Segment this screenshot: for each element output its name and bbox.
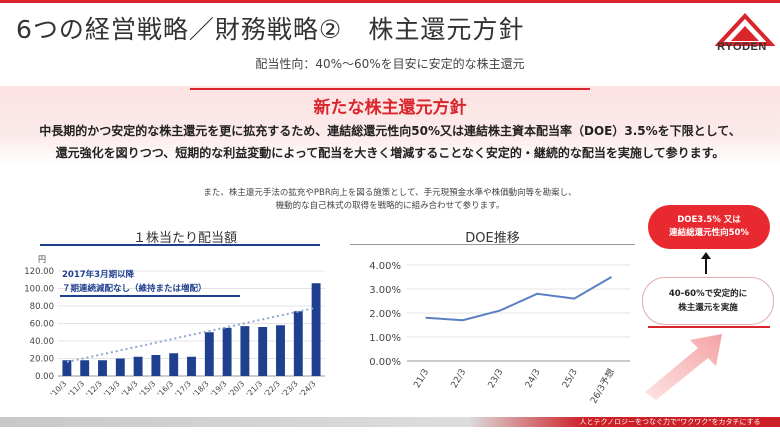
target-badge: DOE3.5% 又は 連結総還元性向50%: [648, 205, 770, 249]
heading-divider: [190, 88, 590, 90]
dividend-xtick-label: '21/3: [244, 379, 264, 399]
doe-xtick-label: 22/3: [450, 368, 469, 391]
dividend-bar: [80, 360, 90, 376]
doe-ytick-label: 4.00%: [369, 261, 401, 272]
doe-ytick-label: 2.00%: [369, 309, 401, 320]
dividend-bar-chart: 円 0.00 20.00 40.00 60.00 80.00 100.00 120.00 '…: [24, 255, 325, 399]
policy-text-line-2: 還元強化を図りつつ、短期的な利益変動によって配当を大きく増減することなく安定的・…: [55, 146, 725, 160]
note-text-line-2: 機動的な自己株式の取得を戦略的に組み合わせて参ります。: [275, 201, 505, 211]
ryoden-logo-icon: [715, 13, 775, 46]
doe-series-line: [425, 276, 612, 322]
doe-xtick-label: 21/3: [412, 368, 431, 391]
dividend-bar: [222, 327, 232, 376]
footer-slogan: 人とテクノロジーをつなぐ力で"ワクワク"をカタチにする: [579, 418, 761, 426]
page-subtitle: 配当性向：40%～60%を目安に安定的な株主還元: [255, 57, 525, 71]
dividend-xtick-label: '16/3: [155, 379, 175, 399]
dividend-annotation-line-2: ７期連続減配なし（維持または増配）: [62, 283, 207, 294]
dividend-xtick-label: '24/3: [298, 379, 318, 399]
dividend-bar: [133, 356, 143, 376]
dividend-xtick-label: '14/3: [120, 379, 140, 399]
doe-line-chart: 0.00% 1.00% 2.00% 3.00% 4.00% 21/3 22/3 23/3 24…: [369, 261, 630, 406]
dividend-ytick-label: 60.00: [30, 320, 54, 330]
doe-chart-title: DOE推移: [465, 231, 520, 246]
dividend-xtick-label: '12/3: [84, 379, 104, 399]
dividend-xtick-label: '13/3: [102, 379, 122, 399]
policy-text-line-1: 中長期的かつ安定的な株主還元を更に拡充するため、連結総還元性向50%又は連結株主…: [39, 124, 741, 138]
dividend-xtick-label: '23/3: [280, 379, 300, 399]
dividend-bar: [169, 353, 179, 376]
policy-background: [0, 86, 780, 166]
footer-strip: [0, 417, 780, 427]
dividend-ytick-label: 20.00: [30, 355, 54, 365]
doe-ytick-label: 3.00%: [369, 285, 401, 296]
dividend-ytick-label: 120.00: [24, 267, 54, 277]
dividend-unit-label: 円: [38, 255, 46, 264]
dividend-ytick-label: 40.00: [30, 337, 54, 347]
payout-badge: 40-60%で安定的に 株主還元を実施: [642, 277, 774, 325]
payout-badge-line-2: 株主還元を実施: [678, 303, 738, 313]
dividend-xtick-label: '11/3: [66, 379, 86, 399]
note-text-line-1: また、株主還元手法の拡充やPBR向上を図る施策として、手元現預金水準や株価動向等…: [203, 188, 577, 198]
dividend-bar: [258, 327, 268, 376]
dividend-xtick-label: '15/3: [138, 379, 158, 399]
company-logo-text: RYODEN: [717, 41, 767, 53]
dividend-bar: [187, 356, 196, 376]
dividend-xtick-label: '20/3: [227, 379, 247, 399]
doe-title-underline: [350, 244, 635, 245]
dividend-bar: [311, 283, 321, 376]
dividend-xtick-label: '18/3: [191, 379, 211, 399]
dividend-ytick-label: 80.00: [30, 302, 54, 312]
dividend-ytick-label: 100.00: [24, 285, 54, 295]
page-title: 6つの経営戦略／財務戦略② 株主還元方針: [16, 15, 525, 44]
target-badge-line-1: DOE3.5% 又は: [677, 215, 741, 225]
doe-ytick-label: 1.00%: [369, 333, 401, 344]
dividend-xtick-label: '17/3: [173, 379, 193, 399]
dividend-bar: [276, 325, 285, 376]
dividend-bar: [151, 355, 161, 376]
dividend-xtick-label: '22/3: [262, 379, 282, 399]
doe-xtick-label: 26/3予想: [588, 367, 618, 406]
dividend-bar: [204, 332, 214, 376]
doe-xtick-label: 24/3: [524, 368, 543, 391]
doe-xtick-label: 23/3: [487, 368, 506, 391]
policy-heading: 新たな株主還元方針: [313, 98, 467, 118]
dividend-bar: [98, 360, 107, 376]
payout-badge-line-1: 40-60%で安定的に: [668, 289, 748, 299]
target-badge-line-2: 連結総還元性向50%: [669, 228, 749, 238]
dividend-bar: [115, 358, 125, 376]
doe-ytick-label: 0.00%: [369, 357, 401, 368]
doe-xtick-label: 25/3: [561, 368, 580, 391]
dividend-ytick-label: 0.00: [35, 372, 54, 382]
up-arrow-icon: [701, 252, 711, 274]
dividend-xtick-label: '19/3: [209, 379, 229, 399]
dividend-bar: [62, 360, 72, 376]
rising-arrow-icon: [645, 334, 722, 400]
dividend-chart-title: １株当たり配当額: [132, 231, 237, 246]
payout-badge-underline: [648, 326, 770, 328]
dividend-bar: [240, 326, 250, 376]
top-accent-line: [0, 0, 780, 3]
dividend-bar: [293, 311, 303, 376]
dividend-title-underline: [40, 244, 320, 246]
dividend-annotation-line-1: 2017年3月期以降: [62, 269, 135, 280]
